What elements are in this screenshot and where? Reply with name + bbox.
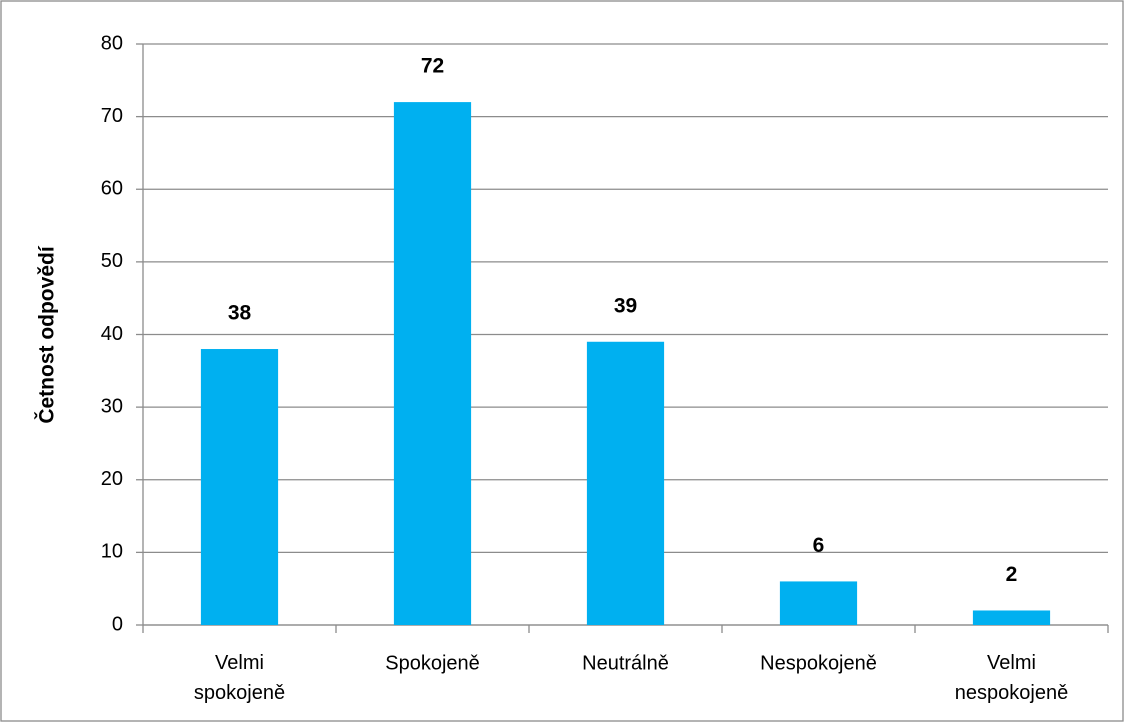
data-label: 38: [228, 302, 252, 325]
y-tick-label: 80: [101, 32, 123, 54]
y-tick-label: 0: [112, 613, 123, 635]
bar: [586, 341, 665, 625]
bar: [200, 349, 279, 625]
x-tick-label: Velmi nespokojeně: [955, 652, 1068, 704]
data-label: 72: [421, 55, 444, 78]
bar: [779, 581, 858, 625]
y-tick-label: 50: [101, 250, 123, 272]
data-label: 6: [813, 534, 825, 557]
y-tick-label: 70: [101, 105, 123, 127]
x-tick-label: Spokojeně: [385, 652, 480, 674]
x-tick-label: Nespokojeně: [760, 652, 877, 674]
y-tick-label: 10: [101, 541, 123, 563]
x-tick-label: Neutrálně: [582, 652, 669, 674]
bar: [393, 102, 472, 626]
y-axis-label: Četnost odpovědí: [35, 245, 59, 423]
bar: [972, 610, 1051, 625]
data-label: 2: [1006, 563, 1018, 586]
y-tick-label: 40: [101, 323, 123, 345]
data-label: 39: [614, 294, 637, 317]
y-tick-label: 60: [101, 178, 123, 200]
y-tick-label: 30: [101, 395, 123, 417]
x-tick-label: Velmi spokojeně: [194, 652, 285, 704]
y-tick-label: 20: [101, 468, 123, 490]
